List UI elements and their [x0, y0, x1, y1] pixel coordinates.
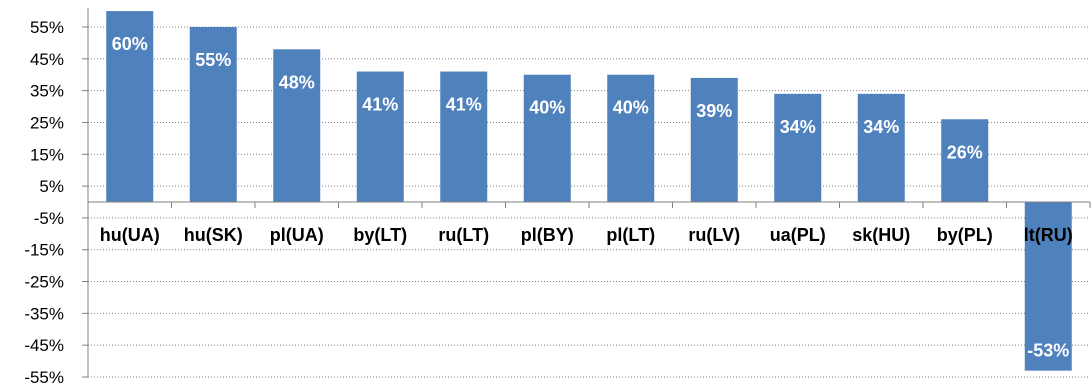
data-label: 26% — [947, 142, 983, 162]
bar — [523, 74, 571, 202]
data-label: 34% — [863, 117, 899, 137]
category-label: pl(UA) — [270, 225, 324, 245]
bar — [356, 71, 404, 202]
category-label: sk(HU) — [852, 225, 910, 245]
category-label: pl(BY) — [521, 225, 574, 245]
category-label: ua(PL) — [770, 225, 826, 245]
category-label: hu(UA) — [100, 225, 160, 245]
y-tick-label: -15% — [24, 241, 64, 260]
bar — [857, 93, 905, 202]
y-tick-label: 25% — [30, 113, 64, 132]
bars — [106, 11, 1072, 371]
data-label: 41% — [446, 95, 482, 115]
category-label: pl(LT) — [606, 225, 655, 245]
category-label: by(PL) — [937, 225, 993, 245]
bar — [774, 93, 822, 202]
data-label: -53% — [1027, 341, 1069, 361]
bar — [106, 11, 154, 202]
data-label: 34% — [780, 117, 816, 137]
y-tick-label: 45% — [30, 50, 64, 69]
category-label: lt(RU) — [1024, 225, 1073, 245]
category-label: by(LT) — [353, 225, 407, 245]
category-label: hu(SK) — [184, 225, 243, 245]
bar — [690, 77, 738, 202]
y-tick-label: -25% — [24, 273, 64, 292]
data-label: 40% — [529, 98, 565, 118]
category-label: ru(LV) — [688, 225, 740, 245]
bar — [941, 119, 989, 202]
bar — [607, 74, 655, 202]
y-tick-label: 35% — [30, 82, 64, 101]
bar — [273, 49, 321, 202]
y-tick-label: -5% — [34, 209, 64, 228]
data-label: 48% — [279, 72, 315, 92]
data-label: 55% — [195, 50, 231, 70]
bar — [1024, 202, 1072, 371]
bar — [189, 27, 237, 202]
axes — [82, 8, 1091, 378]
y-tick-label: 55% — [30, 18, 64, 37]
y-tick-label: 5% — [39, 177, 64, 196]
data-label: 39% — [696, 101, 732, 121]
labels: 55% 45% 35% 25% 15% 5% -5% -15% -25% -35% -45% -55%… — [24, 18, 1072, 385]
data-label: 40% — [613, 98, 649, 118]
y-tick-label: -55% — [24, 368, 64, 385]
category-label: ru(LT) — [438, 225, 489, 245]
y-tick-label: -35% — [24, 304, 64, 323]
bar — [440, 71, 488, 202]
y-tick-label: 15% — [30, 145, 64, 164]
gridlines — [88, 26, 1090, 378]
data-label: 41% — [362, 95, 398, 115]
data-label: 60% — [112, 34, 148, 54]
y-tick-label: -45% — [24, 336, 64, 355]
